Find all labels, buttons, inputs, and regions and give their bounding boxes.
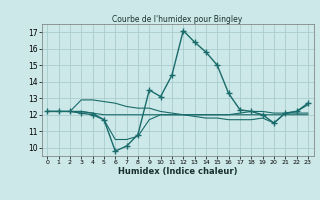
X-axis label: Humidex (Indice chaleur): Humidex (Indice chaleur) bbox=[118, 167, 237, 176]
Title: Courbe de l'humidex pour Bingley: Courbe de l'humidex pour Bingley bbox=[112, 15, 243, 24]
